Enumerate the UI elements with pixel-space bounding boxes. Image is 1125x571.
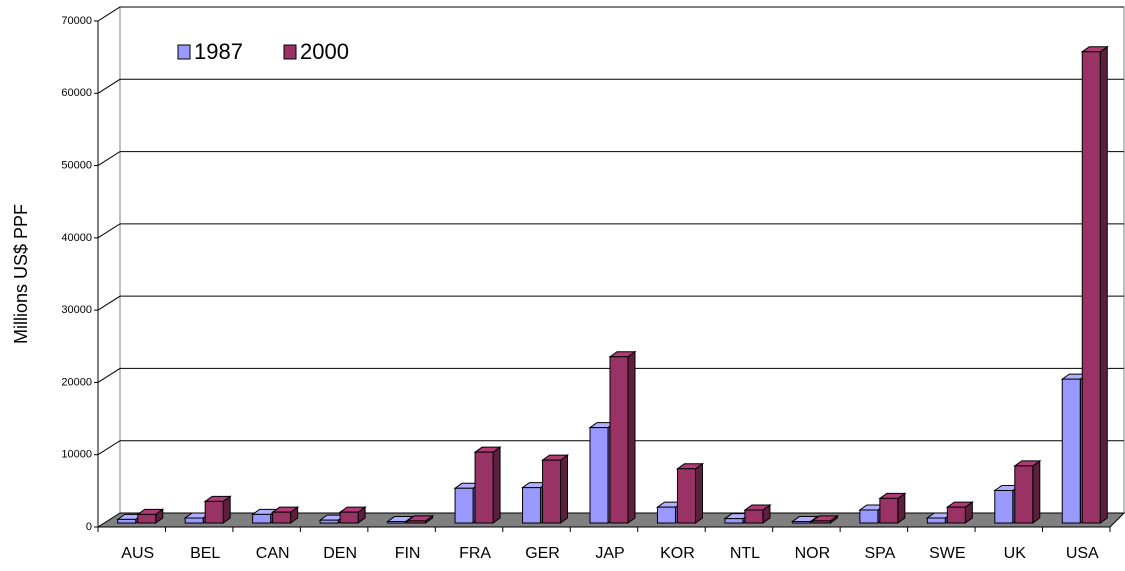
bar-front	[272, 511, 292, 524]
bar-front	[474, 451, 494, 524]
bar-side	[1099, 45, 1108, 524]
bar-front	[994, 489, 1014, 524]
bar-front	[454, 487, 474, 524]
bar-front	[589, 427, 609, 524]
bar-front	[946, 506, 966, 524]
legend-label: 2000	[300, 39, 349, 64]
x-tick-label: NOR	[795, 545, 831, 562]
y-tick-label: 10000	[61, 449, 92, 461]
bar-side	[560, 454, 569, 524]
bar-side	[694, 462, 703, 524]
x-tick-label: UK	[1004, 545, 1027, 562]
x-tick-label: BEL	[190, 545, 220, 562]
x-tick-label: FRA	[459, 545, 491, 562]
bar	[136, 508, 165, 524]
bar-front	[1014, 465, 1034, 524]
bar-front	[204, 500, 224, 524]
bar	[406, 514, 435, 524]
x-tick-label: SWE	[929, 545, 965, 562]
bar-front	[879, 497, 899, 524]
y-axis-label: Millions US$ PPF	[11, 204, 31, 344]
bar	[608, 350, 637, 524]
legend-swatch	[283, 44, 297, 60]
y-tick-label: 0	[86, 521, 92, 533]
bar-front	[339, 511, 359, 524]
bar-front	[656, 506, 676, 524]
bar-front	[859, 509, 879, 524]
grid-line	[97, 295, 1124, 311]
legend-swatch	[177, 44, 191, 60]
bar	[1013, 459, 1042, 524]
grid-line	[97, 367, 1124, 383]
bar-front	[1081, 51, 1101, 524]
x-tick-label: SPA	[864, 545, 895, 562]
bar-side	[492, 446, 501, 524]
bar-front	[791, 521, 811, 524]
bar-front	[744, 509, 764, 524]
x-tick-label: CAN	[256, 545, 290, 562]
x-tick-label: AUS	[121, 545, 154, 562]
bar-front	[811, 520, 831, 524]
grid-line	[97, 151, 1124, 166]
bar	[1080, 45, 1109, 524]
x-tick-label: NTL	[730, 545, 760, 562]
bar-front	[926, 517, 946, 524]
x-tick-label: DEN	[323, 545, 357, 562]
y-tick-label: 50000	[61, 159, 92, 171]
y-tick-label: 20000	[61, 376, 92, 388]
grid-line	[97, 223, 1124, 239]
y-tick-label: 30000	[61, 304, 92, 316]
bar-side	[627, 350, 636, 524]
bar-front	[184, 517, 204, 524]
bar	[743, 504, 772, 524]
legend-label: 1987	[194, 39, 243, 64]
bar-front	[407, 520, 427, 524]
grid-line	[97, 440, 1124, 456]
y-tick-label: 60000	[61, 87, 92, 99]
grid-line	[97, 78, 1124, 94]
x-tick-label: USA	[1066, 545, 1099, 562]
bar-front	[252, 513, 272, 524]
bar	[810, 514, 839, 524]
bar-front	[1061, 378, 1081, 524]
bar	[675, 462, 705, 524]
bar-front	[676, 468, 696, 524]
bar-front	[387, 521, 407, 524]
bar	[878, 492, 907, 524]
x-tick-label: FIN	[395, 545, 421, 562]
bar	[540, 454, 570, 524]
x-tick-label: GER	[525, 545, 560, 562]
bar-front	[542, 459, 562, 524]
bar	[338, 506, 367, 524]
bar	[203, 495, 232, 524]
bar	[473, 446, 502, 524]
bar-front	[319, 519, 339, 524]
bar	[945, 501, 974, 524]
bar-side	[1032, 459, 1041, 524]
bar	[251, 508, 280, 524]
y-tick-label: 70000	[61, 15, 92, 27]
bar-front	[724, 518, 744, 524]
x-tick-label: JAP	[595, 545, 624, 562]
bar	[271, 506, 300, 524]
x-tick-label: KOR	[660, 545, 695, 562]
bar-front	[117, 518, 137, 524]
y-tick-label: 40000	[61, 232, 92, 244]
bar-front	[522, 487, 542, 524]
bar-front	[137, 513, 157, 524]
grid-line	[97, 6, 1124, 22]
bar-front	[609, 356, 629, 524]
